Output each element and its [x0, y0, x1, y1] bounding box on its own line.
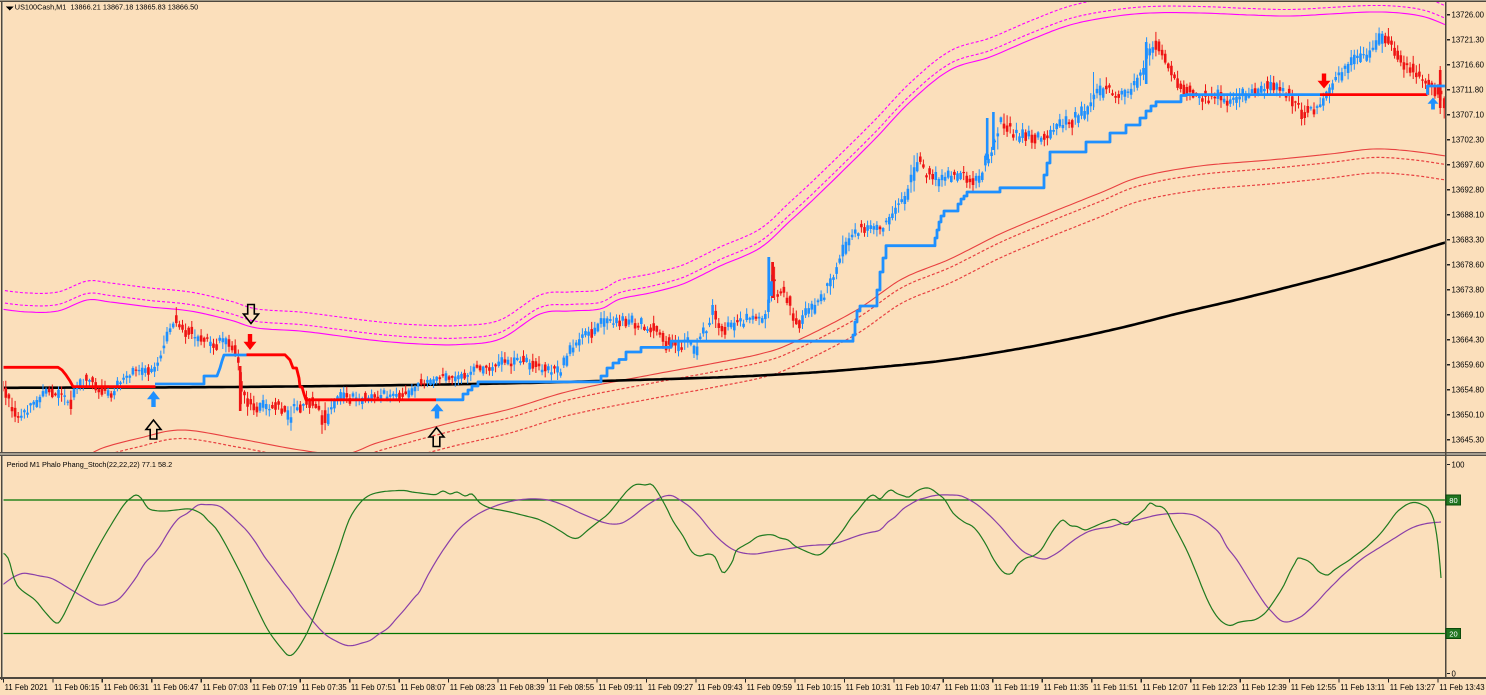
svg-text:11 Feb 12:55: 11 Feb 12:55: [1291, 683, 1337, 692]
svg-text:13726.00: 13726.00: [1452, 11, 1485, 20]
svg-text:11 Feb 09:43: 11 Feb 09:43: [697, 683, 742, 692]
svg-text:11 Feb 12:39: 11 Feb 12:39: [1241, 683, 1286, 692]
svg-text:13716.60: 13716.60: [1452, 61, 1485, 70]
svg-text:13678.60: 13678.60: [1452, 261, 1485, 270]
svg-text:11 Feb 13:27: 11 Feb 13:27: [1390, 683, 1435, 692]
svg-text:11 Feb 11:19: 11 Feb 11:19: [994, 683, 1039, 692]
svg-text:11 Feb 08:55: 11 Feb 08:55: [549, 683, 595, 692]
svg-text:11 Feb 09:27: 11 Feb 09:27: [648, 683, 693, 692]
svg-text:11 Feb 12:23: 11 Feb 12:23: [1192, 683, 1237, 692]
svg-text:11 Feb 10:47: 11 Feb 10:47: [895, 683, 940, 692]
svg-text:13645.30: 13645.30: [1452, 436, 1485, 445]
svg-text:11 Feb 11:35: 11 Feb 11:35: [1044, 683, 1089, 692]
svg-text:11 Feb 07:51: 11 Feb 07:51: [351, 683, 396, 692]
svg-text:13702.30: 13702.30: [1452, 136, 1485, 145]
svg-text:13692.80: 13692.80: [1452, 186, 1485, 195]
svg-text:11 Feb 08:23: 11 Feb 08:23: [450, 683, 495, 692]
svg-text:11 Feb 07:03: 11 Feb 07:03: [203, 683, 248, 692]
svg-text:11 Feb 13:11: 11 Feb 13:11: [1340, 683, 1385, 692]
svg-text:11 Feb 07:35: 11 Feb 07:35: [301, 683, 347, 692]
svg-text:11 Feb 08:39: 11 Feb 08:39: [499, 683, 544, 692]
svg-text:13669.10: 13669.10: [1452, 311, 1485, 320]
svg-text:13688.10: 13688.10: [1452, 211, 1485, 220]
svg-text:20: 20: [1449, 630, 1457, 639]
svg-text:11 Feb 09:59: 11 Feb 09:59: [747, 683, 792, 692]
svg-text:Period M1 Phalo Phang_Stoch(22: Period M1 Phalo Phang_Stoch(22,22,22) 77…: [7, 460, 173, 469]
svg-text:13683.30: 13683.30: [1452, 236, 1485, 245]
svg-text:11 Feb 10:31: 11 Feb 10:31: [846, 683, 891, 692]
svg-text:13654.80: 13654.80: [1452, 386, 1485, 395]
svg-text:13650.10: 13650.10: [1452, 411, 1485, 420]
svg-text:11 Feb 10:15: 11 Feb 10:15: [796, 683, 842, 692]
svg-text:11 Feb 12:07: 11 Feb 12:07: [1142, 683, 1187, 692]
svg-text:0: 0: [1452, 670, 1457, 679]
svg-text:13673.80: 13673.80: [1452, 286, 1485, 295]
svg-text:11 Feb 08:07: 11 Feb 08:07: [400, 683, 445, 692]
svg-text:13711.80: 13711.80: [1452, 86, 1485, 95]
svg-text:11 Feb 2021: 11 Feb 2021: [5, 683, 48, 692]
svg-text:13659.60: 13659.60: [1452, 361, 1485, 370]
svg-text:100: 100: [1452, 460, 1466, 469]
svg-text:11 Feb 11:03: 11 Feb 11:03: [945, 683, 990, 692]
svg-text:13707.10: 13707.10: [1452, 111, 1485, 120]
svg-text:11 Feb 09:11: 11 Feb 09:11: [598, 683, 643, 692]
svg-text:11 Feb 11:51: 11 Feb 11:51: [1093, 683, 1138, 692]
svg-text:13721.30: 13721.30: [1452, 36, 1485, 45]
svg-text:13664.30: 13664.30: [1452, 336, 1485, 345]
svg-text:11 Feb 07:19: 11 Feb 07:19: [252, 683, 297, 692]
svg-text:11 Feb 06:31: 11 Feb 06:31: [104, 683, 149, 692]
svg-text:80: 80: [1449, 496, 1457, 505]
svg-text:11 Feb 06:47: 11 Feb 06:47: [153, 683, 198, 692]
svg-text:11 Feb 13:43: 11 Feb 13:43: [1439, 683, 1484, 692]
svg-text:11 Feb 06:15: 11 Feb 06:15: [54, 683, 100, 692]
svg-text:13697.60: 13697.60: [1452, 161, 1485, 170]
svg-text:US100Cash,M1 13866.21 13867.1: US100Cash,M1 13866.21 13867.18 13865.83 …: [15, 3, 198, 12]
